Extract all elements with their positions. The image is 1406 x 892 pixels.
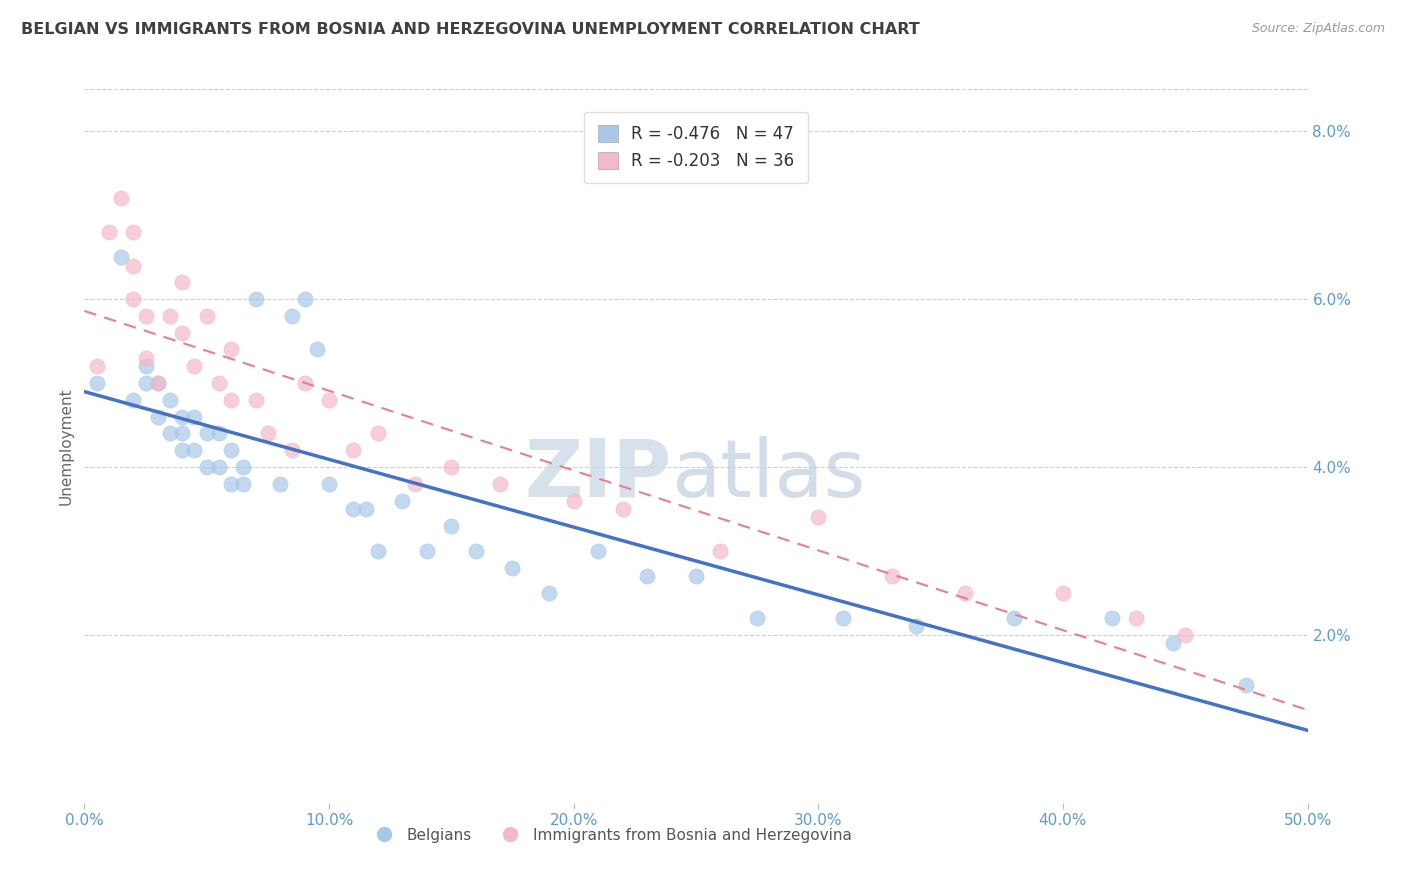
Point <box>953 586 976 600</box>
Point <box>172 275 194 289</box>
Point <box>342 502 364 516</box>
Point <box>586 544 609 558</box>
Point <box>1052 586 1074 600</box>
Point <box>281 443 304 458</box>
Point <box>318 476 340 491</box>
Point <box>110 191 132 205</box>
Point <box>135 359 157 374</box>
Point <box>159 392 181 407</box>
Point <box>440 460 463 475</box>
Point <box>685 569 707 583</box>
Point <box>367 426 389 441</box>
Point <box>208 460 231 475</box>
Point <box>146 376 169 390</box>
Point <box>122 292 145 306</box>
Point <box>1125 611 1147 625</box>
Point <box>1174 628 1197 642</box>
Point <box>232 460 254 475</box>
Point <box>538 586 561 600</box>
Point <box>195 460 218 475</box>
Point <box>172 426 194 441</box>
Point <box>367 544 389 558</box>
Point <box>464 544 486 558</box>
Point <box>183 359 205 374</box>
Point <box>195 309 218 323</box>
Point <box>86 359 108 374</box>
Point <box>219 476 242 491</box>
Point <box>1161 636 1184 650</box>
Point <box>97 225 120 239</box>
Point <box>172 443 194 458</box>
Text: BELGIAN VS IMMIGRANTS FROM BOSNIA AND HERZEGOVINA UNEMPLOYMENT CORRELATION CHART: BELGIAN VS IMMIGRANTS FROM BOSNIA AND HE… <box>21 22 920 37</box>
Point <box>122 392 145 407</box>
Point <box>318 392 340 407</box>
Point <box>219 392 242 407</box>
Point <box>159 309 181 323</box>
Point <box>831 611 853 625</box>
Text: atlas: atlas <box>672 435 866 514</box>
Point <box>159 426 181 441</box>
Point <box>354 502 377 516</box>
Point <box>257 426 280 441</box>
Point <box>1101 611 1123 625</box>
Point <box>709 544 731 558</box>
Point <box>294 292 316 306</box>
Point <box>342 443 364 458</box>
Point <box>440 518 463 533</box>
Point <box>905 619 928 633</box>
Point <box>489 476 512 491</box>
Point <box>146 409 169 424</box>
Point <box>269 476 291 491</box>
Point <box>195 426 218 441</box>
Point <box>245 392 267 407</box>
Point <box>219 443 242 458</box>
Point <box>172 409 194 424</box>
Point <box>294 376 316 390</box>
Point <box>208 426 231 441</box>
Point <box>172 326 194 340</box>
Point <box>122 259 145 273</box>
Point <box>135 309 157 323</box>
Point <box>122 225 145 239</box>
Point <box>391 493 413 508</box>
Point <box>232 476 254 491</box>
Point <box>86 376 108 390</box>
Point <box>636 569 658 583</box>
Point <box>183 409 205 424</box>
Text: Source: ZipAtlas.com: Source: ZipAtlas.com <box>1251 22 1385 36</box>
Y-axis label: Unemployment: Unemployment <box>58 387 73 505</box>
Point <box>208 376 231 390</box>
Point <box>416 544 439 558</box>
Point <box>562 493 585 508</box>
Point <box>807 510 830 524</box>
Point <box>1002 611 1025 625</box>
Point <box>305 343 328 357</box>
Text: ZIP: ZIP <box>524 435 672 514</box>
Point <box>1236 678 1258 692</box>
Point <box>219 343 242 357</box>
Point <box>135 376 157 390</box>
Point <box>183 443 205 458</box>
Legend: Belgians, Immigrants from Bosnia and Herzegovina: Belgians, Immigrants from Bosnia and Her… <box>363 822 858 848</box>
Point <box>281 309 304 323</box>
Point <box>110 250 132 264</box>
Point <box>146 376 169 390</box>
Point <box>404 476 426 491</box>
Point <box>245 292 267 306</box>
Point <box>502 560 524 574</box>
Point <box>612 502 634 516</box>
Point <box>747 611 769 625</box>
Point <box>135 351 157 365</box>
Point <box>880 569 903 583</box>
